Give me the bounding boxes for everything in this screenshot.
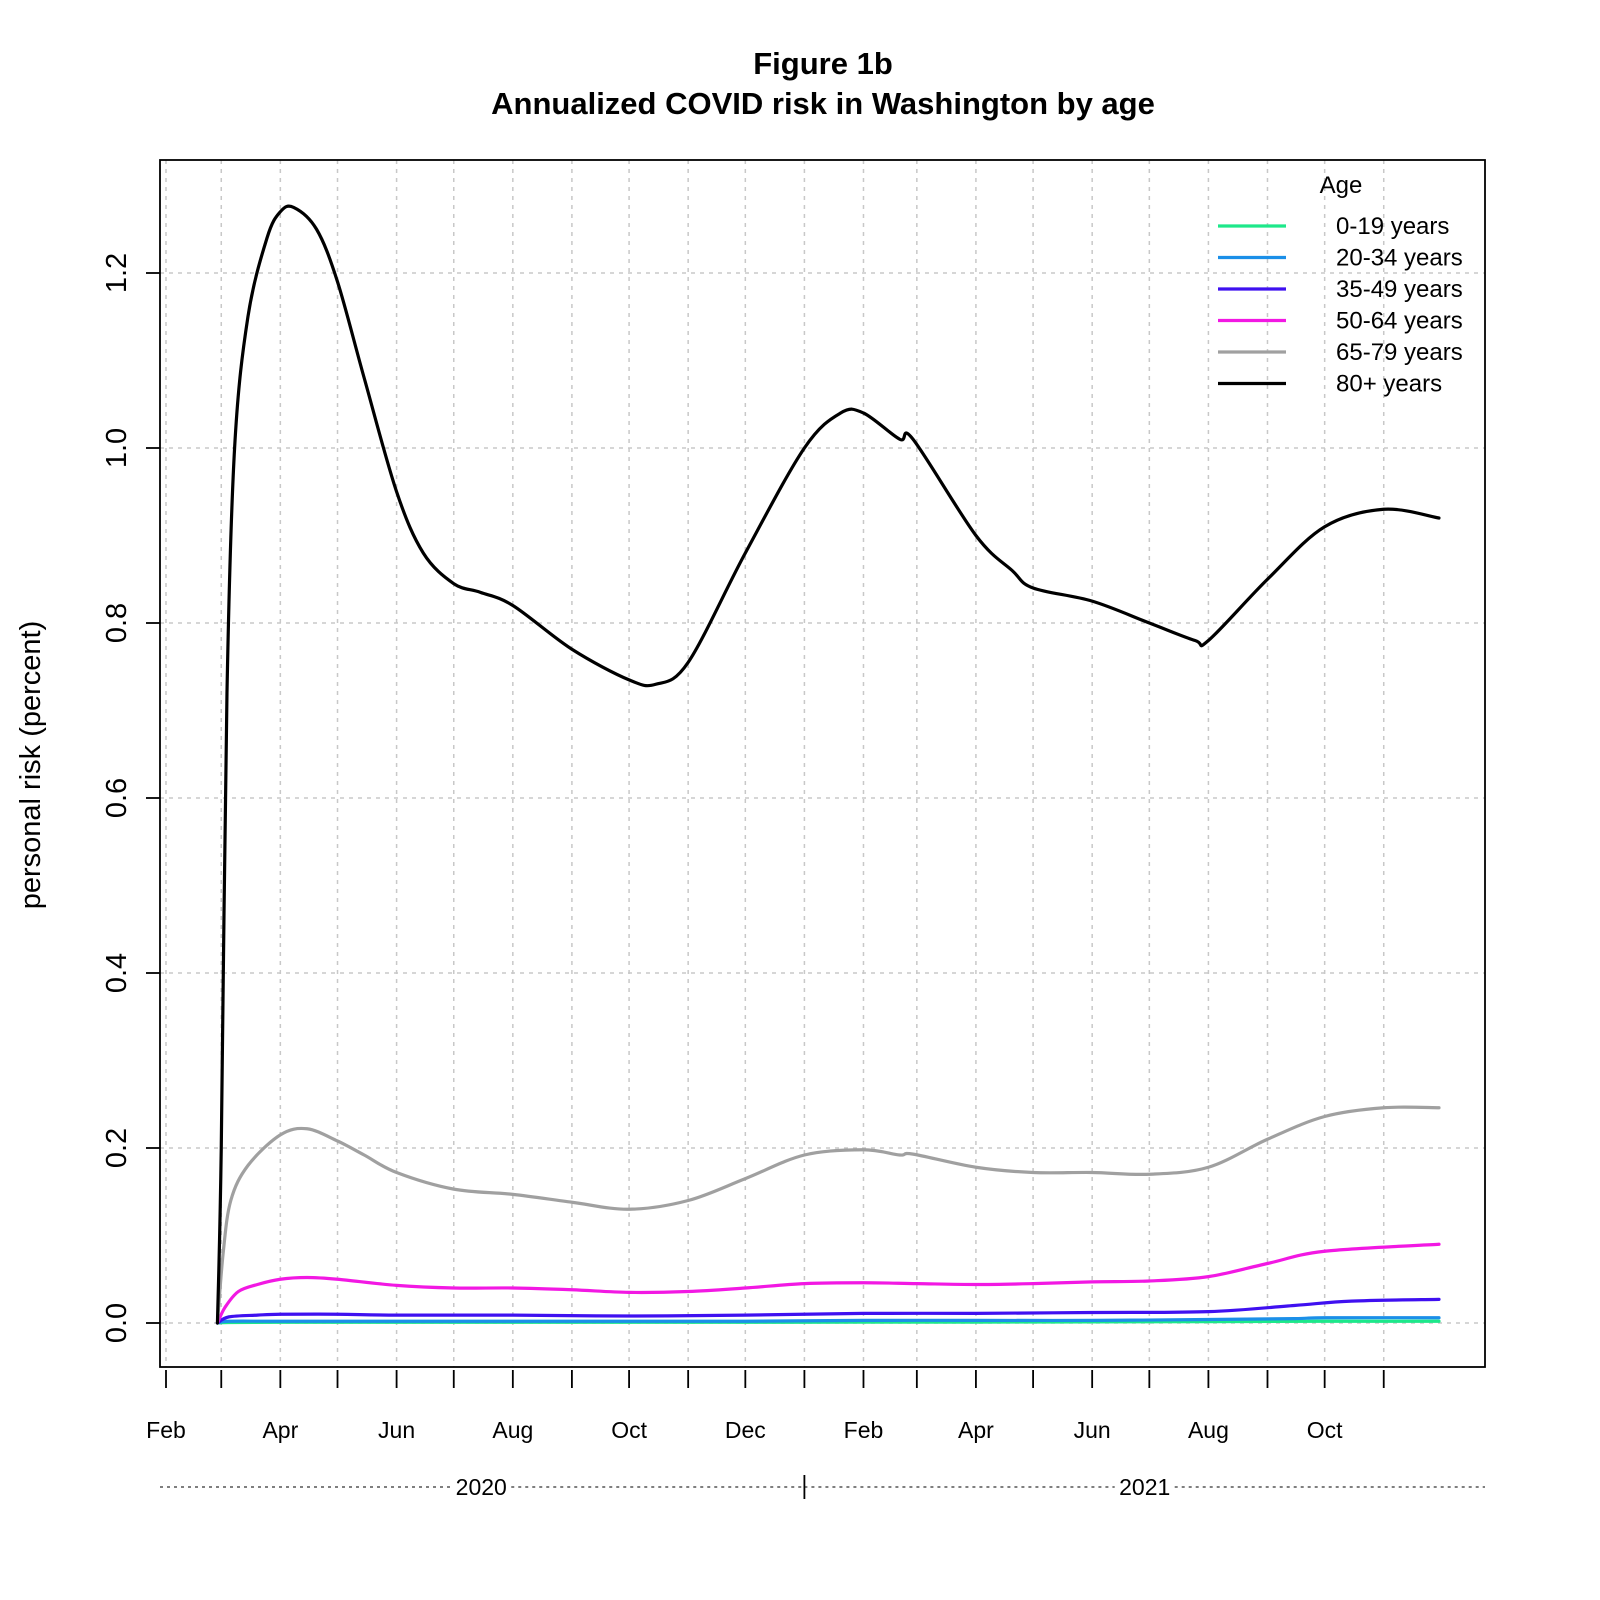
- series-line-80-years: [215, 204, 1441, 1325]
- legend-label: 20-34 years: [1336, 245, 1463, 272]
- x-tick-label: Dec: [725, 1417, 766, 1443]
- legend-label: 80+ years: [1336, 371, 1442, 398]
- legend-title: Age: [1320, 172, 1363, 199]
- y-tick-label: 0.8: [101, 603, 133, 643]
- x-tick-label: Aug: [1188, 1417, 1229, 1443]
- series-line-20-34-years: [215, 1316, 1441, 1325]
- series-lines: [215, 204, 1441, 1325]
- legend-label: 50-64 years: [1336, 308, 1463, 335]
- plot-frame: [159, 159, 1486, 1368]
- y-axis: 0.0 0.2 0.4 0.6 0.8 1.0 1.2: [101, 253, 160, 1343]
- legend: Age 0-19 years 20-34 years 35-49 years 50-64…: [1218, 172, 1463, 398]
- series-line-35-49-years: [215, 1297, 1441, 1325]
- x-tick-label: Oct: [611, 1417, 647, 1443]
- y-axis-label: personal risk (percent): [15, 621, 47, 910]
- series-line-50-64-years: [215, 1242, 1441, 1325]
- series-line-65-79-years: [215, 1105, 1441, 1325]
- x-tick-label: Jun: [1074, 1417, 1111, 1443]
- x-tick-label: Oct: [1307, 1417, 1343, 1443]
- year-label: 2021: [1119, 1474, 1170, 1500]
- x-axis: Feb Apr Jun Aug Oct Dec Feb Apr Jun Aug Oct 2020 202…: [146, 1370, 1485, 1500]
- grid: [160, 160, 1485, 1367]
- x-tick-label: Feb: [146, 1417, 186, 1443]
- year-label: 2020: [456, 1474, 507, 1500]
- y-tick-label: 0.4: [101, 953, 133, 993]
- x-tick-label: Apr: [958, 1417, 994, 1443]
- chart-subtitle: Annualized COVID risk in Washington by a…: [491, 86, 1155, 121]
- legend-label: 65-79 years: [1336, 339, 1463, 366]
- x-tick-label: Jun: [378, 1417, 415, 1443]
- legend-label: 35-49 years: [1336, 276, 1463, 303]
- y-tick-label: 0.6: [101, 778, 133, 818]
- y-tick-label: 1.2: [101, 253, 133, 293]
- legend-label: 0-19 years: [1336, 213, 1449, 240]
- y-tick-label: 0.0: [101, 1303, 133, 1343]
- x-tick-label: Aug: [492, 1417, 533, 1443]
- y-tick-label: 1.0: [101, 428, 133, 468]
- x-tick-label: Feb: [844, 1417, 884, 1443]
- chart-title: Figure 1b: [753, 46, 893, 81]
- x-tick-label: Apr: [262, 1417, 298, 1443]
- y-tick-label: 0.2: [101, 1128, 133, 1168]
